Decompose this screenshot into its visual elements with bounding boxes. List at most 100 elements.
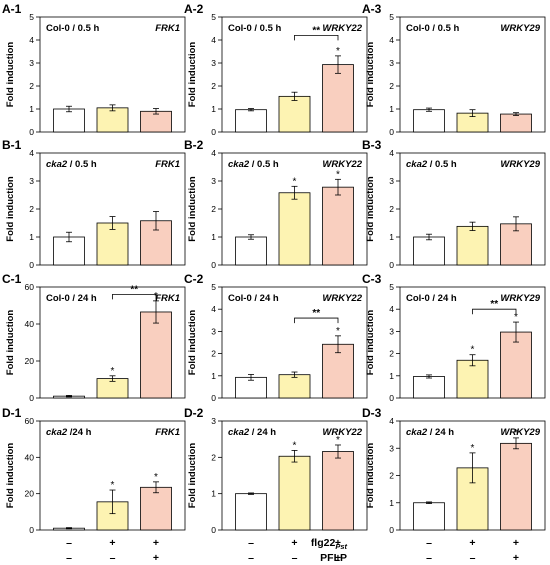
y-tick-label: 5	[211, 282, 216, 292]
pflp-label: PFLP	[320, 552, 347, 564]
significance-star: *	[514, 428, 518, 439]
significance-star: *	[336, 46, 340, 57]
y-tick-label: 0	[211, 525, 216, 535]
chart-panel-b-3: B-3 0 1 2 3 4 Fold induction cka2 / 0.5 h WRKY29	[362, 138, 546, 270]
bar	[235, 236, 267, 266]
bar	[140, 311, 172, 399]
y-tick-label: 2	[211, 452, 216, 462]
panel-label: D-2	[184, 406, 204, 420]
y-tick-label: 0	[211, 260, 216, 270]
y-tick-label: 60	[25, 416, 35, 426]
y-tick-label: 0	[211, 127, 216, 137]
y-tick-label: 4	[389, 416, 394, 426]
gene-label: FRK1	[155, 427, 180, 438]
bar	[413, 376, 445, 399]
y-tick-label: 2	[211, 81, 216, 91]
y-tick-label: 4	[389, 35, 394, 45]
y-tick-label: 1	[29, 232, 34, 242]
y-tick-label: 5	[389, 282, 394, 292]
condition-label: Col-0 / 0.5 h	[46, 23, 100, 34]
y-tick-label: 3	[211, 58, 216, 68]
bar	[96, 107, 129, 133]
y-axis-label: Fold induction	[187, 443, 198, 509]
y-tick-label: 40	[25, 319, 35, 329]
y-tick-label: 4	[389, 148, 394, 158]
gene-label: WRKY22	[322, 293, 362, 304]
gene-label: WRKY22	[322, 23, 362, 34]
panel-label: C-1	[2, 272, 22, 286]
gene-label: FRK1	[155, 293, 180, 304]
bar	[322, 186, 354, 266]
y-tick-label: 3	[389, 176, 394, 186]
condition-label: cka2 / 0.5 h	[228, 159, 279, 170]
bar	[322, 64, 354, 133]
condition-label: Col-0 / 24 h	[46, 293, 97, 304]
bar	[53, 108, 85, 133]
y-axis-label: Fold induction	[187, 42, 198, 108]
y-tick-label: 1	[211, 489, 216, 499]
panel-label: D-3	[362, 406, 382, 420]
y-tick-label: 1	[29, 104, 34, 114]
gene-label: FRK1	[155, 159, 180, 170]
bar	[413, 502, 445, 531]
y-tick-label: 3	[211, 416, 216, 426]
pflp-mark: +	[153, 552, 159, 564]
y-tick-label: 5	[29, 12, 34, 22]
y-tick-label: 5	[389, 12, 394, 22]
y-tick-label: 4	[29, 35, 34, 45]
bar	[500, 113, 532, 133]
panel-label: C-2	[184, 272, 204, 286]
y-tick-label: 1	[211, 371, 216, 381]
condition-label: Col-0 / 0.5 h	[228, 23, 282, 34]
bar	[456, 225, 489, 266]
y-axis-label: Fold induction	[187, 310, 198, 376]
condition-label: cka2 / 24 h	[406, 427, 454, 438]
significance-star: *	[111, 366, 115, 377]
comparison-bracket	[112, 294, 157, 300]
gene-label: WRKY22	[322, 159, 362, 170]
condition-label: cka2 / 0.5 h	[406, 159, 457, 170]
significance-star: *	[293, 440, 297, 451]
significance-star: *	[336, 435, 340, 446]
panel-label: A-3	[362, 2, 382, 16]
y-tick-label: 4	[211, 304, 216, 314]
condition-label: Col-0 / 0.5 h	[406, 23, 460, 34]
pflp-mark: –	[248, 552, 254, 564]
y-axis-label: Fold induction	[365, 443, 376, 509]
y-axis-label: Fold induction	[5, 310, 16, 376]
y-tick-label: 40	[25, 452, 35, 462]
bracket-label: **	[312, 308, 320, 319]
significance-star: *	[471, 443, 475, 454]
y-tick-label: 0	[389, 260, 394, 270]
y-tick-label: 0	[211, 393, 216, 403]
y-axis-label: Fold induction	[187, 176, 198, 242]
pflp-mark: +	[513, 552, 519, 564]
flg22-mark: +	[153, 537, 159, 549]
condition-label: Col-0 / 24 h	[228, 293, 279, 304]
y-tick-label: 3	[389, 443, 394, 453]
pflp-mark: –	[292, 552, 298, 564]
flg22-mark: –	[426, 537, 432, 549]
y-axis-label: Fold induction	[5, 42, 16, 108]
chart-panel-c-2: C-2 0 1 2 3 4 5 Fold induction Col-0 / 24 h WRKY2…	[184, 272, 368, 403]
y-tick-label: 2	[211, 204, 216, 214]
y-tick-label: 0	[29, 127, 34, 137]
chart-panel-b-2: B-2 0 1 2 3 4 Fold induction cka2 / 0.5 h WRKY22…	[184, 138, 368, 270]
y-tick-label: 1	[389, 498, 394, 508]
y-tick-label: 3	[211, 176, 216, 186]
pflp-mark: –	[110, 552, 116, 564]
condition-label: cka2 / 0.5 h	[46, 159, 97, 170]
gene-label: WRKY29	[500, 293, 540, 304]
pflp-mark: –	[66, 552, 72, 564]
bracket-label: **	[130, 284, 138, 295]
flg22-label: flg22Pst	[311, 537, 348, 551]
y-tick-label: 2	[29, 204, 34, 214]
y-tick-label: 1	[211, 232, 216, 242]
panel-label: B-2	[184, 138, 204, 152]
significance-star: *	[471, 345, 475, 356]
y-tick-label: 0	[389, 525, 394, 535]
y-tick-label: 3	[389, 326, 394, 336]
bracket-label: **	[312, 25, 320, 36]
